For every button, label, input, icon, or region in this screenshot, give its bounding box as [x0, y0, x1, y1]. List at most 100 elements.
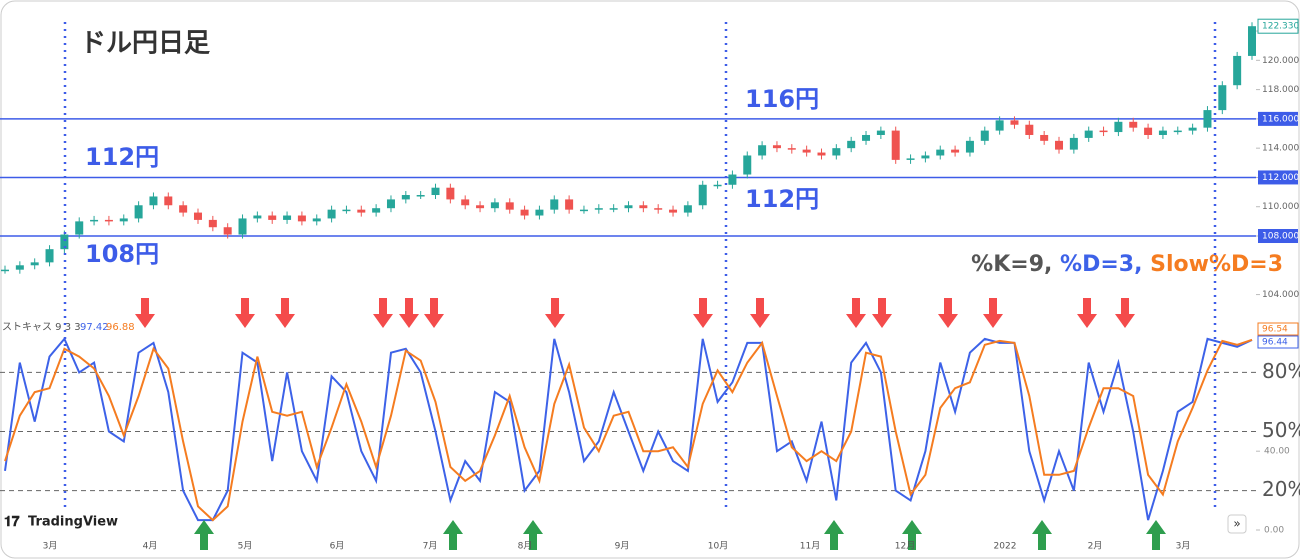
candle	[520, 209, 529, 216]
candle	[401, 195, 410, 200]
x-tick-label: 8月	[518, 541, 533, 552]
x-tick-label: 11月	[800, 541, 820, 552]
candle	[1099, 130, 1108, 133]
candle	[446, 187, 455, 200]
x-tick-label: 6月	[330, 541, 345, 552]
value-box	[1257, 335, 1299, 349]
candle	[164, 196, 173, 206]
sell-arrow	[235, 298, 255, 328]
candle	[995, 120, 1004, 131]
annotation: 112円	[85, 143, 159, 171]
price-box	[1258, 229, 1298, 244]
sell-arrow	[545, 298, 565, 328]
candle	[980, 130, 989, 141]
candle	[713, 184, 722, 187]
candle	[1188, 127, 1197, 131]
candle	[119, 218, 128, 222]
x-tick-label: 9月	[615, 541, 630, 552]
candle	[253, 215, 262, 219]
candle	[535, 209, 544, 216]
candle	[1, 269, 9, 272]
y-tick-label: 40.00	[1264, 447, 1290, 457]
x-tick-label: 5月	[238, 541, 253, 552]
annotation: 116円	[745, 85, 819, 113]
value-box	[1257, 322, 1299, 336]
legend: %K=9, %D=3, Slow%D=3	[971, 252, 1283, 277]
scroll-icon[interactable]: »	[1233, 517, 1240, 531]
candle	[476, 205, 485, 209]
y-tick-label: 112.000	[1262, 173, 1299, 183]
candle	[60, 234, 69, 250]
buy-arrow	[824, 520, 844, 550]
sell-arrow	[135, 298, 155, 328]
candle	[832, 148, 841, 156]
candle	[1025, 124, 1034, 135]
series-line	[4, 338, 1253, 522]
candle	[1158, 130, 1167, 135]
candle	[386, 199, 395, 209]
candle	[817, 152, 826, 156]
candle	[357, 209, 366, 213]
candle	[75, 221, 84, 235]
candle	[1203, 110, 1212, 128]
candle	[936, 149, 945, 156]
last-value: 96.54	[1262, 325, 1288, 335]
candle	[951, 149, 960, 153]
sell-arrow	[846, 298, 866, 328]
sell-arrow	[275, 298, 295, 328]
candle	[698, 184, 707, 206]
y-tick-label: 50%	[1262, 418, 1300, 442]
x-tick-label: 3月	[43, 541, 58, 552]
candle	[609, 208, 618, 210]
candle	[134, 205, 143, 219]
candle	[416, 195, 425, 197]
candle	[208, 219, 217, 228]
candle	[490, 202, 499, 209]
sell-arrow	[693, 298, 713, 328]
candle	[327, 209, 336, 219]
stoch-value: 96.88	[106, 322, 135, 333]
y-tick-label: 120.000	[1262, 56, 1299, 66]
sell-arrow	[424, 298, 444, 328]
candle	[772, 145, 781, 149]
candle	[847, 140, 856, 149]
scroll-button[interactable]	[1227, 514, 1247, 534]
candle	[179, 205, 188, 213]
annotation: 108円	[85, 240, 159, 268]
candle	[1084, 130, 1093, 138]
buy-arrow	[443, 520, 463, 550]
chart-title: ドル円日足	[80, 29, 210, 59]
candle	[268, 215, 277, 220]
candle	[758, 145, 767, 156]
sell-arrow	[983, 298, 1003, 328]
x-tick-label: 3月	[1176, 541, 1191, 552]
logo: TradingView	[28, 515, 118, 530]
candle	[802, 149, 811, 153]
candle	[312, 218, 321, 222]
y-tick-label: 108.000	[1262, 232, 1299, 242]
y-tick-label: 104.000	[1262, 290, 1299, 300]
sell-arrow	[1077, 298, 1097, 328]
candle	[223, 227, 232, 235]
sell-arrow	[1115, 298, 1135, 328]
legend-entry: %D=3,	[1060, 252, 1142, 277]
price-box	[1258, 170, 1298, 185]
candle	[1114, 121, 1123, 133]
candle	[1040, 134, 1049, 141]
candle	[372, 208, 381, 213]
candle	[90, 219, 99, 222]
candle	[921, 155, 930, 159]
stoch-value: 97.42	[80, 322, 109, 333]
candle	[683, 205, 692, 213]
candle	[787, 148, 796, 150]
sell-arrow	[373, 298, 393, 328]
candle	[579, 209, 588, 212]
candle	[283, 215, 292, 220]
candle	[1218, 85, 1227, 111]
candle	[862, 134, 871, 141]
candle	[1144, 127, 1153, 135]
candle	[1233, 55, 1242, 86]
candle	[876, 130, 885, 135]
